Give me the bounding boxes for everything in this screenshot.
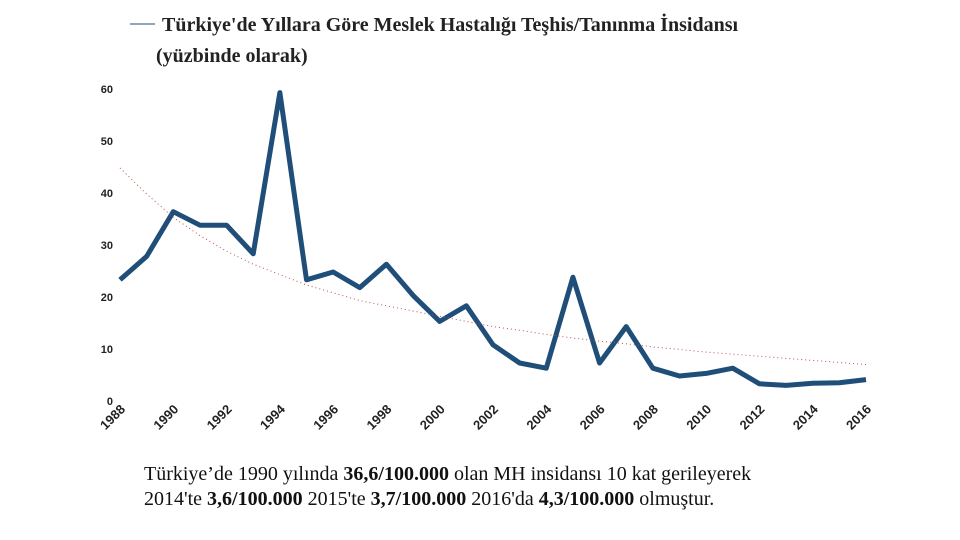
x-tick-label: 2014 (790, 401, 822, 433)
caption-text: 2016'da (466, 488, 539, 510)
caption-line: Türkiye’de 1990 yılında 36,6/100.000 ola… (144, 462, 751, 487)
caption-bold: 4,3/100.000 (538, 488, 635, 510)
x-tick-label: 1992 (204, 402, 235, 433)
x-tick-label: 2016 (843, 402, 874, 433)
x-tick-label: 2002 (470, 402, 501, 433)
x-tick-label: 2008 (630, 402, 661, 433)
data-line (118, 90, 867, 388)
y-tick-label: 0 (107, 396, 113, 408)
caption-bold: 3,6/100.000 (207, 488, 303, 510)
caption-text: 2014'te (144, 488, 208, 510)
x-tick-label: 2010 (683, 402, 714, 433)
x-tick-label: 2004 (523, 401, 555, 433)
y-tick-label: 10 (101, 344, 113, 356)
x-tick-label: 1994 (257, 401, 289, 433)
caption-line: 2014'te 3,6/100.000 2015'te 3,7/100.000 … (144, 487, 751, 512)
x-tick-label: 2006 (577, 402, 608, 433)
caption-text: 2015'te (302, 488, 371, 510)
y-tick-label: 50 (101, 136, 113, 148)
x-tick-label: 1996 (310, 402, 341, 433)
caption-text: olan MH insidansı 10 kat gerileyerek (448, 463, 752, 485)
y-tick-label: 20 (101, 292, 113, 304)
caption-text: olmuştur. (634, 488, 715, 510)
x-tick-label: 2000 (417, 402, 448, 433)
chart-title: Türkiye'de Yıllara Göre Meslek Hastalığı… (162, 12, 738, 36)
x-tick-label: 1998 (363, 402, 394, 433)
trend-line (119, 167, 867, 366)
x-tick-label: 2012 (736, 402, 767, 433)
y-tick-label: 30 (101, 240, 113, 252)
caption-bold: 36,6/100.000 (343, 463, 449, 485)
caption-bold: 3,7/100.000 (370, 488, 467, 510)
chart-subtitle: (yüzbinde olarak) (156, 45, 308, 67)
y-tick-label: 60 (101, 84, 113, 96)
x-tick-label: 1990 (150, 402, 181, 433)
caption-text: Türkiye’de 1990 yılında (144, 463, 344, 485)
x-tick-label: 1988 (97, 402, 128, 433)
y-tick-label: 40 (101, 188, 113, 200)
caption: Türkiye’de 1990 yılında 36,6/100.000 ola… (144, 462, 751, 512)
